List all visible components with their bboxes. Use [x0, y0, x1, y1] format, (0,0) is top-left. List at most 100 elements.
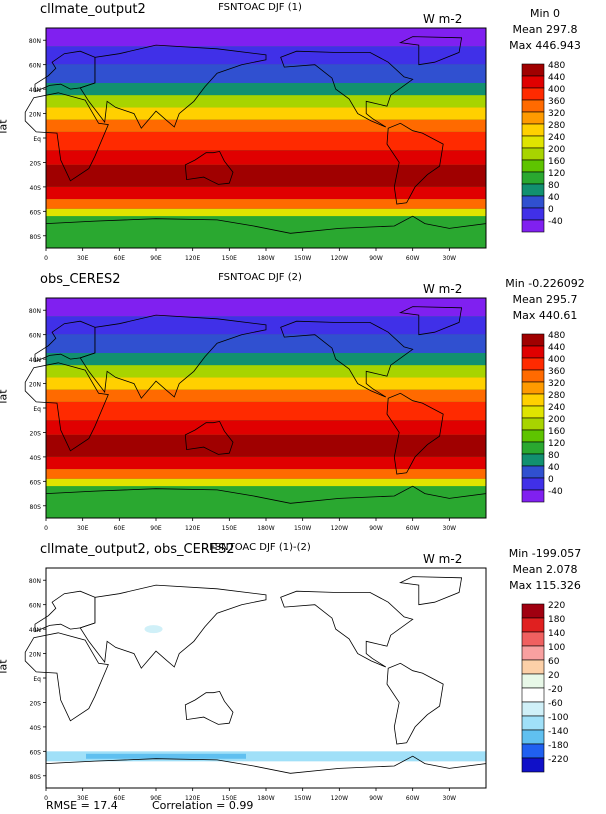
lat-tick-label: 60S	[30, 479, 42, 486]
lat-tick-label: 80S	[30, 774, 42, 781]
case-name: cllmate_output2, obs_CERES2	[40, 542, 235, 557]
coastline-europe	[34, 590, 96, 633]
lat-tick-label: 60N	[29, 603, 41, 610]
field-band	[46, 420, 486, 435]
field-band	[46, 131, 486, 151]
colorbar-label: 20	[548, 671, 560, 681]
lon-tick-label: 90E	[150, 795, 162, 802]
colorbar-cell	[521, 63, 545, 77]
lon-tick-label: 150W	[294, 255, 311, 262]
lon-tick-label: 120E	[185, 525, 200, 532]
lon-tick-label: 60E	[114, 525, 126, 532]
lat-tick-label: 80N	[29, 308, 41, 315]
lon-tick-label: 0	[44, 525, 48, 532]
stat-max: Max 115.326	[509, 579, 581, 592]
colorbar-label: 360	[548, 97, 565, 107]
diff-patch	[144, 625, 163, 634]
coastline-australia	[184, 150, 234, 185]
colorbar-cell	[521, 333, 545, 347]
field-band	[46, 434, 486, 457]
coastline-europe	[34, 50, 96, 93]
stat-min: Min -199.057	[508, 547, 582, 560]
map-area	[24, 568, 487, 789]
colorbar-cell	[521, 207, 545, 221]
colorbar-label: 480	[548, 61, 565, 71]
colorbar-cell	[521, 453, 545, 467]
case-name: cllmate_output2	[40, 2, 146, 17]
colorbar-label: -40	[548, 217, 563, 227]
coastline-greenland	[399, 576, 463, 606]
colorbar-label: 120	[548, 439, 565, 449]
map-area	[24, 298, 487, 519]
field-band	[46, 95, 486, 108]
colorbar-label: 160	[548, 157, 565, 167]
field-band	[46, 208, 486, 217]
lat-tick-label: 80S	[30, 504, 42, 511]
colorbar-label: 40	[548, 463, 560, 473]
field-band	[46, 164, 486, 187]
coastline-samerica	[386, 662, 444, 745]
colorbar-cell	[521, 159, 545, 173]
colorbar-label: 240	[548, 403, 565, 413]
case-name: obs_CERES2	[40, 272, 121, 287]
coastline-africa	[24, 632, 109, 722]
colorbar-label: -20	[548, 685, 563, 695]
field-band	[46, 486, 486, 518]
colorbar-label: 240	[548, 133, 565, 143]
colorbar-label: -40	[548, 487, 563, 497]
colorbar-label: 100	[548, 643, 565, 653]
colorbar-cell	[521, 743, 545, 759]
colorbar-cell	[521, 75, 545, 89]
colorbar-label: 400	[548, 85, 565, 95]
map-plot: 80N 60N 40N 20N Eq 20S 40S 60S 80S 0 30E 60E 90E 120E…	[24, 567, 569, 802]
field-band	[46, 119, 486, 132]
colorbar-label: 80	[548, 181, 560, 191]
stat-max: Max 446.943	[509, 39, 581, 52]
colorbar-cell	[521, 441, 545, 455]
field-band	[46, 365, 486, 378]
coastline-australia	[184, 420, 234, 455]
lat-tick-label: Eq	[33, 676, 41, 683]
colorbar-cell	[521, 183, 545, 197]
lat-tick-label: 20S	[30, 700, 42, 707]
coastline-asia	[79, 314, 267, 399]
lon-tick-label: 30E	[77, 525, 89, 532]
field-band	[46, 64, 486, 83]
lon-tick-label: 0	[44, 255, 48, 262]
lon-tick-label: 120W	[331, 525, 348, 532]
colorbar-cell	[521, 477, 545, 491]
rmse-label: RMSE = 17.4	[46, 799, 118, 812]
lon-tick-label: 120E	[185, 255, 200, 262]
colorbar-cell	[521, 465, 545, 479]
map-area	[24, 28, 487, 249]
colorbar-label: 280	[548, 391, 565, 401]
panel-3: cllmate_output2, obs_CERES2 FSNTOAC DJF …	[0, 540, 606, 810]
field-band	[46, 401, 486, 421]
field-band	[46, 216, 486, 248]
lon-tick-label: 30W	[443, 795, 457, 802]
colorbar-cell	[521, 417, 545, 431]
colorbar-cell	[521, 429, 545, 443]
colorbar-label: 160	[548, 427, 565, 437]
colorbar-label: 440	[548, 73, 565, 83]
stats-box: Min -199.057 Mean 2.078 Max 115.326	[490, 546, 600, 594]
colorbar-cell	[521, 631, 545, 647]
lat-tick-label: 40S	[30, 185, 42, 192]
lat-tick-label: 20S	[30, 160, 42, 167]
lat-tick-label: 20N	[29, 652, 41, 659]
colorbar-label: 0	[548, 205, 554, 215]
lat-tick-label: 80N	[29, 38, 41, 45]
lon-tick-label: 120W	[331, 255, 348, 262]
colorbar-label: 40	[548, 193, 560, 203]
lat-tick-label: 80S	[30, 234, 42, 241]
lon-tick-label: 180W	[257, 255, 274, 262]
lon-tick-label: 60W	[406, 795, 420, 802]
field-band	[46, 456, 486, 470]
lon-tick-label: 180W	[257, 525, 274, 532]
lon-tick-label: 60W	[406, 525, 420, 532]
colorbar-label: 0	[548, 475, 554, 485]
units-label: W m-2	[423, 282, 463, 296]
colorbar-cell	[521, 147, 545, 161]
field-band	[46, 389, 486, 402]
